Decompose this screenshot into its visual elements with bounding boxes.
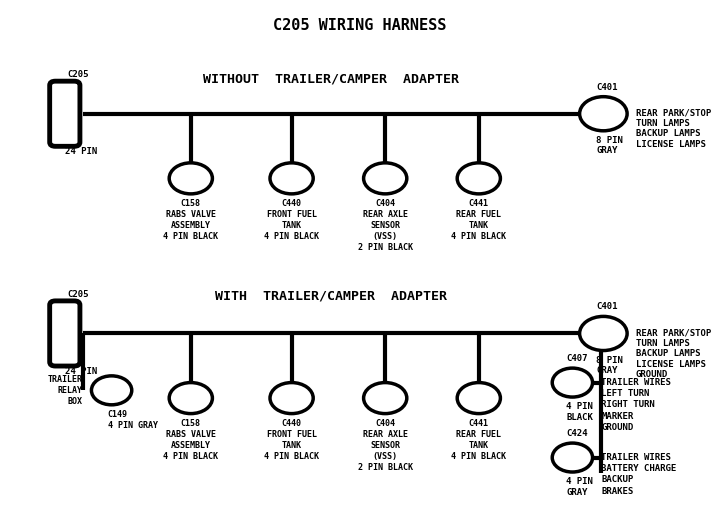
Circle shape xyxy=(457,163,500,194)
Text: C404
REAR AXLE
SENSOR
(VSS)
2 PIN BLACK: C404 REAR AXLE SENSOR (VSS) 2 PIN BLACK xyxy=(358,199,413,252)
Circle shape xyxy=(457,383,500,414)
Text: REAR PARK/STOP
TURN LAMPS
BACKUP LAMPS
LICENSE LAMPS
GROUND: REAR PARK/STOP TURN LAMPS BACKUP LAMPS L… xyxy=(636,328,711,379)
Text: 24 PIN: 24 PIN xyxy=(65,147,97,156)
Text: REAR PARK/STOP
TURN LAMPS
BACKUP LAMPS
LICENSE LAMPS: REAR PARK/STOP TURN LAMPS BACKUP LAMPS L… xyxy=(636,109,711,149)
Text: C441
REAR FUEL
TANK
4 PIN BLACK: C441 REAR FUEL TANK 4 PIN BLACK xyxy=(451,419,506,461)
Text: C205: C205 xyxy=(67,70,89,79)
Circle shape xyxy=(552,443,593,472)
Text: C401: C401 xyxy=(596,302,618,311)
Circle shape xyxy=(169,383,212,414)
Text: C149
4 PIN GRAY: C149 4 PIN GRAY xyxy=(107,410,158,430)
Text: 8 PIN
GRAY: 8 PIN GRAY xyxy=(596,356,623,375)
Text: WITH  TRAILER/CAMPER  ADAPTER: WITH TRAILER/CAMPER ADAPTER xyxy=(215,290,447,302)
Circle shape xyxy=(580,316,627,351)
Circle shape xyxy=(364,163,407,194)
Text: C401: C401 xyxy=(596,83,618,92)
Text: C404
REAR AXLE
SENSOR
(VSS)
2 PIN BLACK: C404 REAR AXLE SENSOR (VSS) 2 PIN BLACK xyxy=(358,419,413,472)
Text: TRAILER WIRES
LEFT TURN
RIGHT TURN
MARKER
GROUND: TRAILER WIRES LEFT TURN RIGHT TURN MARKE… xyxy=(601,378,671,432)
Text: C424: C424 xyxy=(567,429,588,438)
Text: TRAILER
RELAY
BOX: TRAILER RELAY BOX xyxy=(48,375,83,406)
Text: WITHOUT  TRAILER/CAMPER  ADAPTER: WITHOUT TRAILER/CAMPER ADAPTER xyxy=(203,72,459,85)
FancyBboxPatch shape xyxy=(50,81,80,146)
Text: C441
REAR FUEL
TANK
4 PIN BLACK: C441 REAR FUEL TANK 4 PIN BLACK xyxy=(451,199,506,241)
Circle shape xyxy=(270,163,313,194)
Text: 4 PIN
GRAY: 4 PIN GRAY xyxy=(567,477,593,497)
Text: C440
FRONT FUEL
TANK
4 PIN BLACK: C440 FRONT FUEL TANK 4 PIN BLACK xyxy=(264,199,319,241)
Text: 4 PIN
BLACK: 4 PIN BLACK xyxy=(567,402,593,422)
Circle shape xyxy=(580,97,627,131)
Text: 24 PIN: 24 PIN xyxy=(65,367,97,376)
Text: TRAILER WIRES
BATTERY CHARGE
BACKUP
BRAKES: TRAILER WIRES BATTERY CHARGE BACKUP BRAK… xyxy=(601,453,677,495)
Circle shape xyxy=(169,163,212,194)
Circle shape xyxy=(91,376,132,405)
Text: C407: C407 xyxy=(567,354,588,363)
Text: C158
RABS VALVE
ASSEMBLY
4 PIN BLACK: C158 RABS VALVE ASSEMBLY 4 PIN BLACK xyxy=(163,419,218,461)
FancyBboxPatch shape xyxy=(50,301,80,366)
Text: C440
FRONT FUEL
TANK
4 PIN BLACK: C440 FRONT FUEL TANK 4 PIN BLACK xyxy=(264,419,319,461)
Circle shape xyxy=(552,368,593,397)
Text: C205: C205 xyxy=(67,290,89,299)
Text: C158
RABS VALVE
ASSEMBLY
4 PIN BLACK: C158 RABS VALVE ASSEMBLY 4 PIN BLACK xyxy=(163,199,218,241)
Text: 8 PIN
GRAY: 8 PIN GRAY xyxy=(596,136,623,156)
Circle shape xyxy=(270,383,313,414)
Circle shape xyxy=(364,383,407,414)
Text: C205 WIRING HARNESS: C205 WIRING HARNESS xyxy=(274,18,446,33)
